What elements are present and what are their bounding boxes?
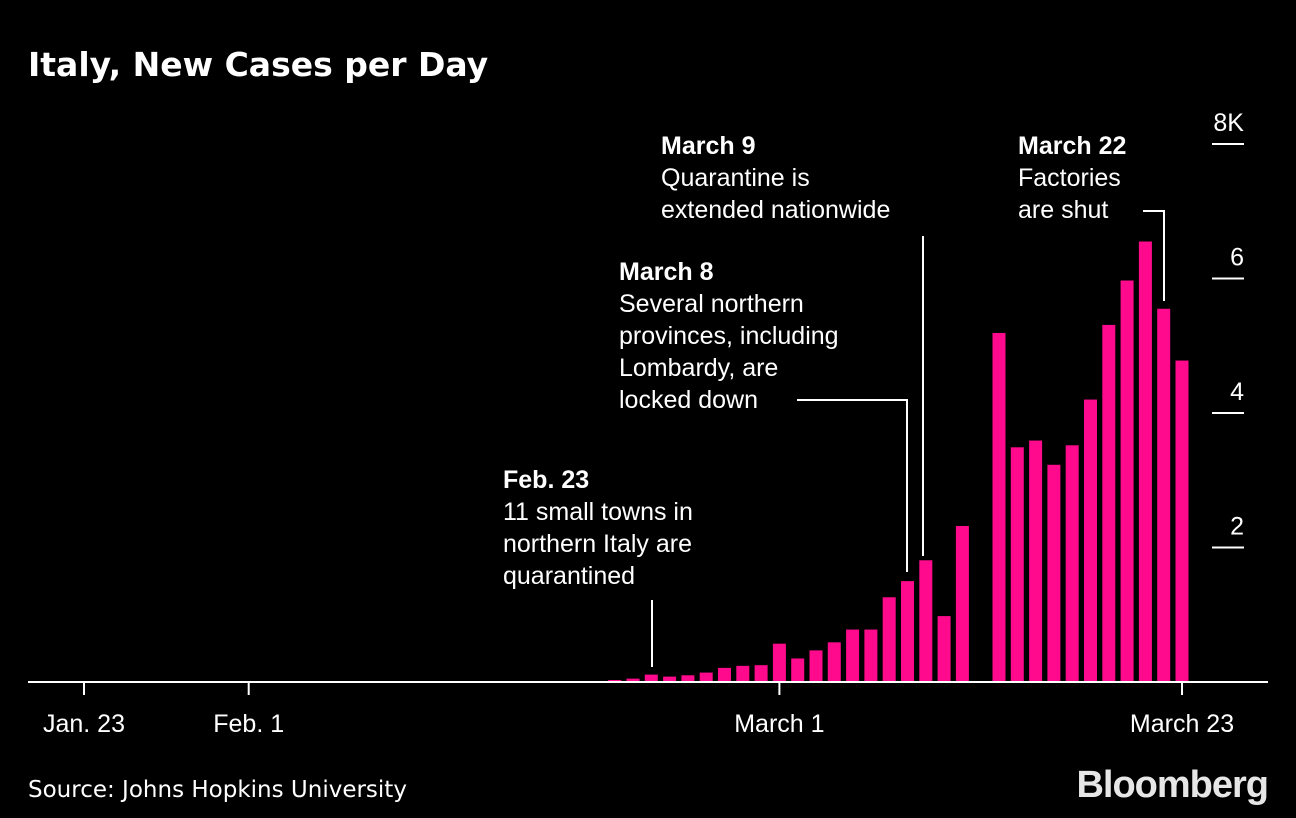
bar [791,658,805,682]
bar [626,678,640,682]
y-ticks: 2 4 6 8K [1212,109,1244,549]
annotation-feb-23: Feb. 23 11 small towns in northern Italy… [503,466,693,667]
annotation-text: northern Italy are [503,530,692,558]
y-tick-label: 6 [1230,244,1244,272]
bar [1138,241,1152,682]
x-tick-label: March 23 [1130,710,1234,738]
annotation-heading: March 8 [619,258,714,286]
bar [992,332,1006,682]
annotation-text: locked down [619,386,758,414]
bar [955,525,969,682]
bar [1010,447,1024,682]
bar [681,675,695,682]
x-tick-label: March 1 [734,710,824,738]
annotation-text: Quarantine is [661,164,810,192]
bar [1102,324,1116,682]
bar [1065,445,1079,682]
x-tick-label: Feb. 1 [213,710,284,738]
bar [718,667,731,682]
annotation-text: 11 small towns in [503,498,693,526]
annotation-text: quarantined [503,562,635,590]
annotation-heading: March 22 [1018,132,1126,160]
y-tick-label: 4 [1230,378,1244,406]
annotation-march-8: March 8 Several northern provinces, incl… [619,258,908,572]
annotation-march-9: March 9 Quarantine is extended nationwid… [661,132,924,556]
bar [827,642,841,682]
bar [663,676,677,682]
annotation-text: Factories [1018,164,1121,192]
x-tick-label: Jan. 23 [43,710,125,738]
bar [1047,464,1061,682]
bloomberg-logo: Bloomberg [1076,764,1268,806]
annotation-text: extended nationwide [661,196,890,224]
bar [736,665,750,682]
bar [608,679,622,682]
bar [699,672,713,682]
bar [919,560,933,682]
source-note: Source: Johns Hopkins University [28,777,407,803]
bar [809,650,823,682]
annotation-heading: Feb. 23 [503,466,589,494]
bar [846,629,860,682]
bar [1029,440,1043,682]
y-tick-label: 8K [1213,109,1244,137]
annotation-connector [797,399,908,572]
bar [1157,308,1171,682]
annotation-text: provinces, including [619,322,839,350]
bar [882,597,896,682]
chart-title: Italy, New Cases per Day [28,45,488,84]
bar [901,581,914,682]
bar [754,665,768,682]
bar [1120,280,1134,682]
bars [608,241,1189,682]
annotation-connector [1143,210,1165,301]
bar [644,674,658,682]
annotation-text: are shut [1018,196,1108,224]
annotation-text: Several northern [619,290,804,318]
x-ticks: Jan. 23 Feb. 1 March 1 March 23 [43,682,1234,738]
bar [937,616,951,682]
annotation-march-22: March 22 Factories are shut [1018,132,1165,301]
bar [864,629,878,682]
bar [1175,360,1189,682]
annotation-text: Lombardy, are [619,354,778,382]
bar [772,643,786,682]
bar [1084,399,1097,682]
y-tick-label: 2 [1230,513,1244,541]
annotation-heading: March 9 [661,132,755,160]
